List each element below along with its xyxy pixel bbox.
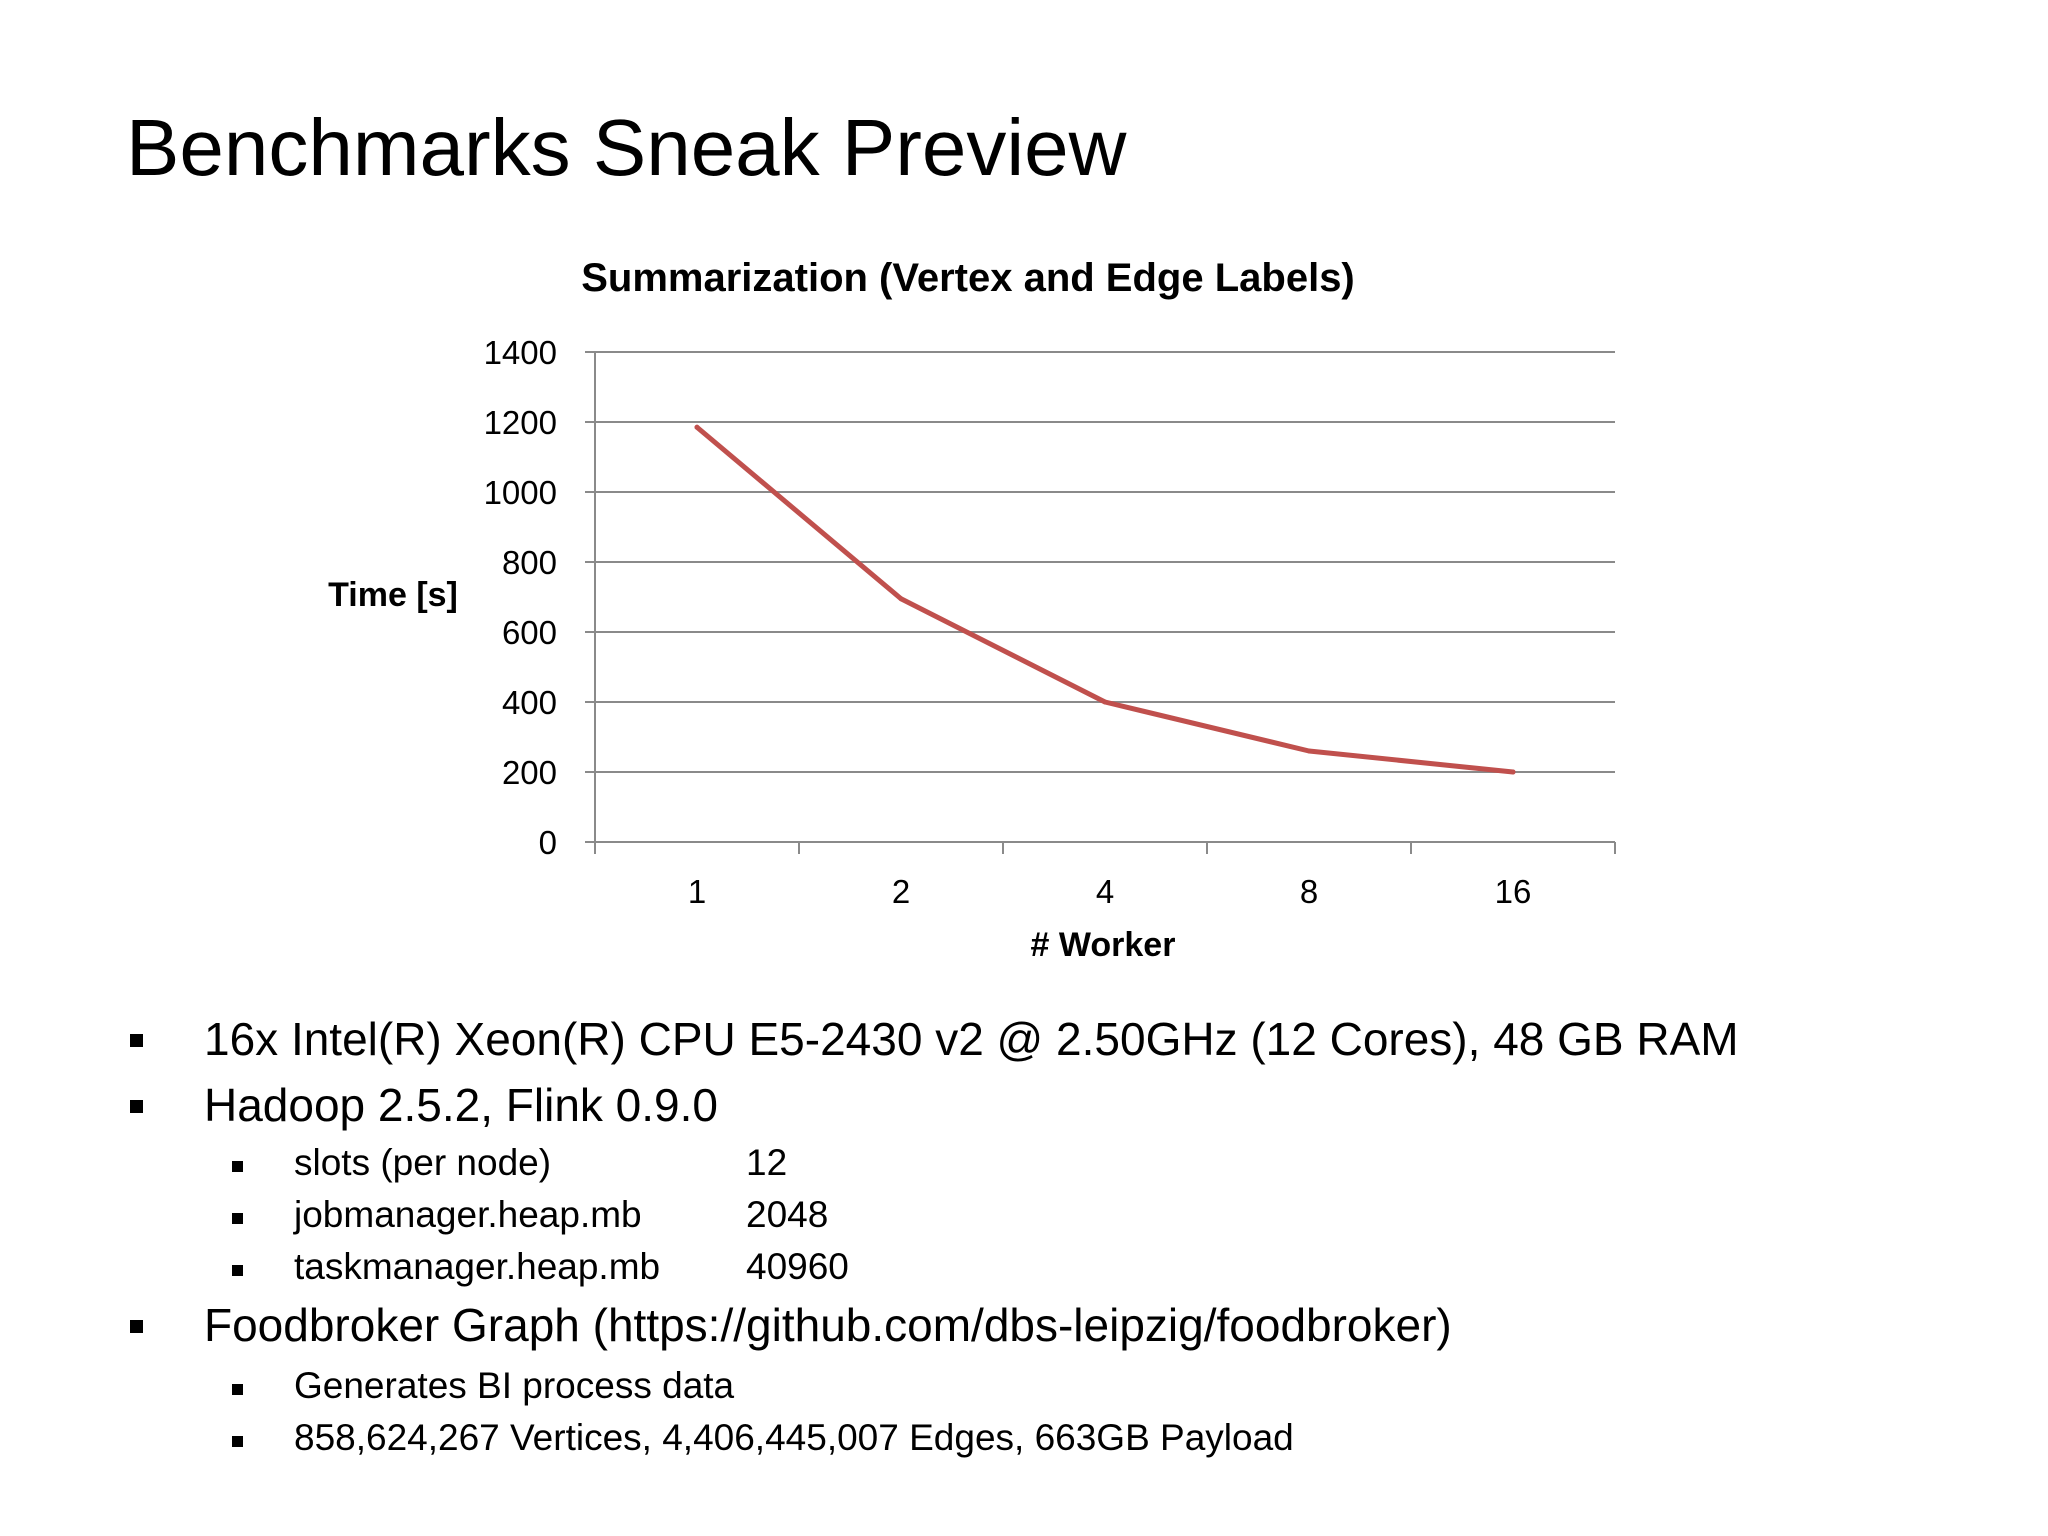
- data-point: [1306, 748, 1312, 754]
- bullet-text: Hadoop 2.5.2, Flink 0.9.0: [204, 1079, 718, 1131]
- bullet-marker: [130, 1034, 143, 1047]
- data-point: [898, 596, 904, 602]
- y-tick-labels: 0 200 400 600 800 1000 1200 1400: [484, 334, 557, 861]
- config-key: taskmanager.heap.mb: [294, 1246, 661, 1287]
- dataset-detail-text: Generates BI process data: [294, 1365, 735, 1406]
- x-tick-label: 16: [1495, 873, 1532, 910]
- x-tick-labels: 1 2 4 8 16: [688, 873, 1532, 910]
- x-tick-label: 4: [1096, 873, 1114, 910]
- chart-title: Summarization (Vertex and Edge Labels): [581, 256, 1355, 300]
- y-tick-label: 400: [502, 684, 557, 721]
- config-value: 40960: [746, 1246, 849, 1287]
- slide-title: Benchmarks Sneak Preview: [126, 103, 1127, 192]
- data-point: [1510, 769, 1516, 775]
- config-value: 12: [746, 1142, 788, 1183]
- bullet-marker: [232, 1213, 243, 1224]
- bullet-text: 16x Intel(R) Xeon(R) CPU E5-2430 v2 @ 2.…: [204, 1013, 1739, 1065]
- x-axis-label: # Worker: [1031, 926, 1176, 964]
- x-axis: [594, 352, 1616, 854]
- data-point: [1102, 699, 1108, 705]
- y-tick-label: 0: [539, 824, 557, 861]
- series-group: [694, 424, 1516, 775]
- gridlines: [585, 351, 1615, 843]
- config-key: slots (per node): [294, 1142, 552, 1183]
- bullet-marker: [130, 1100, 143, 1113]
- bullet-text: Foodbroker Graph (https://github.com/dbs…: [204, 1299, 1452, 1351]
- config-key: jobmanager.heap.mb: [294, 1194, 642, 1235]
- series-line: [694, 424, 1516, 775]
- x-tick-label: 1: [688, 873, 706, 910]
- y-tick-label: 200: [502, 754, 557, 791]
- y-axis-label: Time [s]: [328, 576, 458, 614]
- bullet-marker: [232, 1436, 243, 1447]
- y-tick-label: 600: [502, 614, 557, 651]
- x-tick-label: 8: [1300, 873, 1318, 910]
- bullet-marker: [232, 1384, 243, 1395]
- y-tick-label: 1000: [484, 474, 557, 511]
- bullet-marker: [130, 1320, 143, 1333]
- y-tick-label: 800: [502, 544, 557, 581]
- config-value: 2048: [746, 1194, 829, 1235]
- bullet-marker: [232, 1161, 243, 1172]
- y-tick-label: 1400: [484, 334, 557, 371]
- line-chart: Summarization (Vertex and Edge Labels) T…: [328, 256, 1616, 964]
- bullet-marker: [232, 1265, 243, 1276]
- y-tick-label: 1200: [484, 404, 557, 441]
- dataset-detail-text: 858,624,267 Vertices, 4,406,445,007 Edge…: [294, 1417, 1294, 1458]
- x-tick-label: 2: [892, 873, 910, 910]
- data-point: [694, 424, 700, 430]
